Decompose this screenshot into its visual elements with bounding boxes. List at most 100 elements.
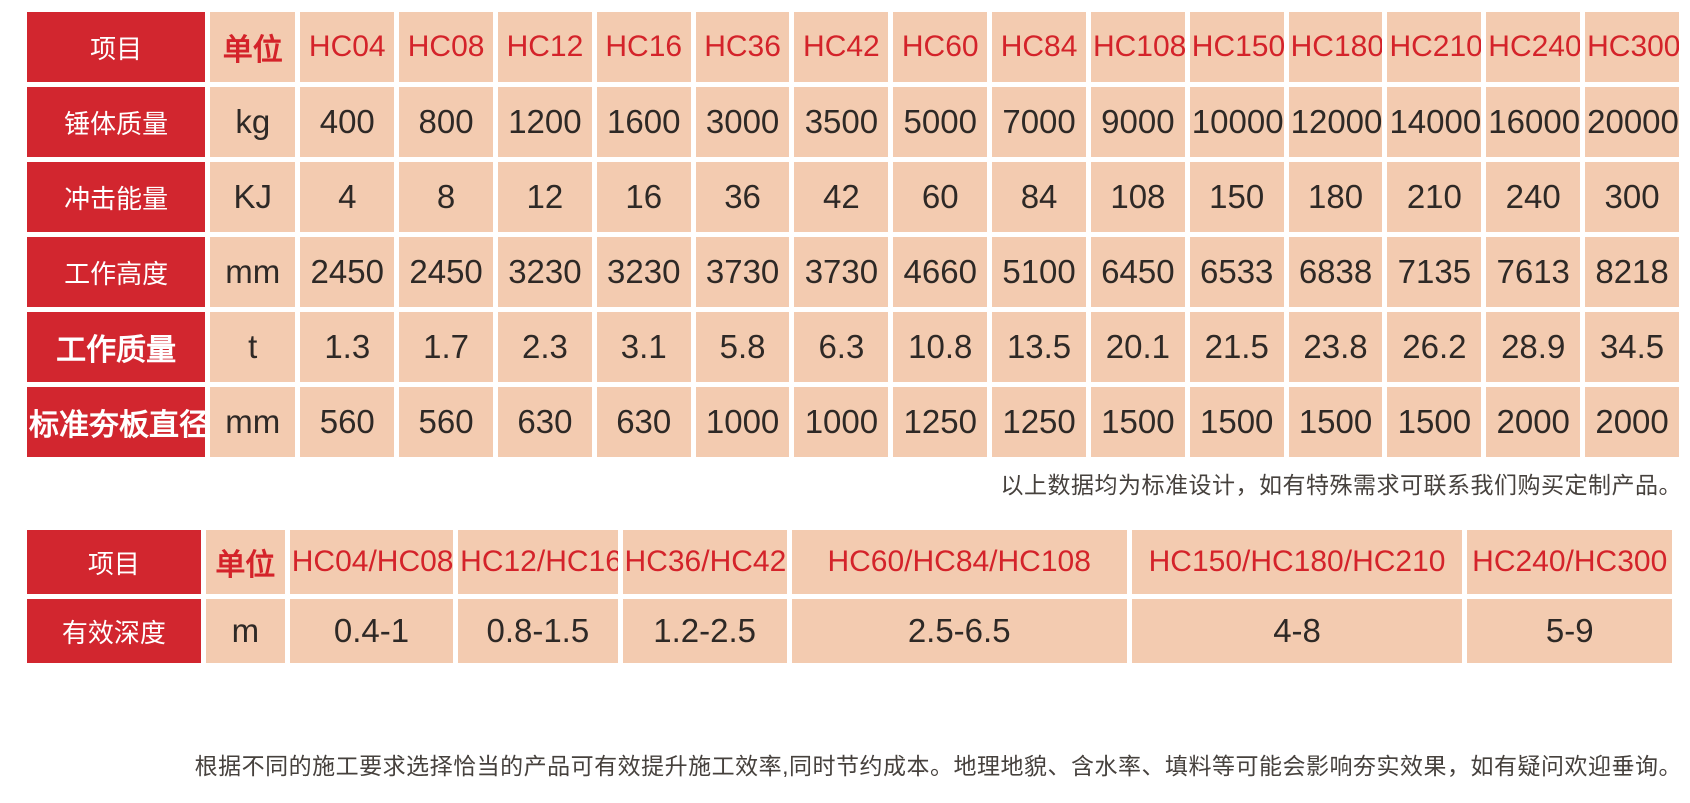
value-cell: 0.4-1 bbox=[289, 599, 454, 663]
value-cell: 180 bbox=[1288, 162, 1383, 232]
value-cell: 1500 bbox=[1090, 387, 1185, 457]
model-header-cell: HC84 bbox=[992, 12, 1086, 82]
value-cell: 2.5-6.5 bbox=[791, 599, 1127, 663]
value-cell: 42 bbox=[794, 162, 889, 232]
value-cell: 240 bbox=[1486, 162, 1581, 232]
value-cell: 10.8 bbox=[893, 312, 988, 382]
model-header-cell: HC12 bbox=[498, 12, 592, 82]
row-label-cell: 锤体质量 bbox=[27, 87, 206, 157]
row-label-cell: 冲击能量 bbox=[27, 162, 206, 232]
value-cell: 6533 bbox=[1189, 237, 1284, 307]
value-cell: 5000 bbox=[893, 87, 988, 157]
row-label-cell: 工作质量 bbox=[27, 312, 206, 382]
value-cell: 1250 bbox=[992, 387, 1086, 457]
value-cell: 7613 bbox=[1486, 237, 1581, 307]
model-header-cell: HC42 bbox=[794, 12, 889, 82]
model-header-cell: HC36 bbox=[695, 12, 790, 82]
value-cell: 1.2-2.5 bbox=[622, 599, 787, 663]
value-cell: 21.5 bbox=[1189, 312, 1284, 382]
value-cell: 20.1 bbox=[1090, 312, 1185, 382]
table-row: 标准夯板直径 mm 560 560 630 630 1000 1000 1250 1250 1500… bbox=[27, 387, 1679, 457]
value-cell: 3230 bbox=[498, 237, 592, 307]
model-header-cell: HC300 bbox=[1585, 12, 1679, 82]
value-cell: 2.3 bbox=[498, 312, 592, 382]
value-cell: 1250 bbox=[893, 387, 988, 457]
unit-cell: KJ bbox=[210, 162, 296, 232]
row-label-cell: 工作高度 bbox=[27, 237, 206, 307]
model-header-cell: HC240/HC300 bbox=[1467, 530, 1672, 594]
model-header-cell: HC16 bbox=[596, 12, 691, 82]
value-cell: 2000 bbox=[1585, 387, 1679, 457]
model-header-cell: HC150 bbox=[1189, 12, 1284, 82]
model-header-cell: HC108 bbox=[1090, 12, 1185, 82]
table-row: 锤体质量 kg 400 800 1200 1600 3000 3500 5000 7000 9000… bbox=[27, 87, 1679, 157]
value-cell: 3230 bbox=[596, 237, 691, 307]
unit-cell: t bbox=[210, 312, 296, 382]
model-header-cell: HC36/HC42 bbox=[622, 530, 787, 594]
standard-design-note: 以上数据均为标准设计，如有特殊需求可联系我们购买定制产品。 bbox=[1000, 472, 1682, 498]
value-cell: 10000 bbox=[1189, 87, 1284, 157]
value-cell: 1200 bbox=[498, 87, 592, 157]
value-cell: 4660 bbox=[893, 237, 988, 307]
value-cell: 2000 bbox=[1486, 387, 1581, 457]
value-cell: 8 bbox=[399, 162, 493, 232]
effective-depth-table: 项目 单位 HC04/HC08 HC12/HC16 HC36/HC42 HC60/HC84… bbox=[22, 525, 1677, 668]
unit-header-cell: 单位 bbox=[210, 12, 296, 82]
item-header-cell: 项目 bbox=[27, 12, 206, 82]
unit-header-cell: 单位 bbox=[205, 530, 285, 594]
value-cell: 0.8-1.5 bbox=[458, 599, 618, 663]
table-row: 冲击能量 KJ 4 8 12 16 36 42 60 84 108 150 180 210 240 300 bbox=[27, 162, 1679, 232]
table-row: 工作高度 mm 2450 2450 3230 3230 3730 3730 4660 5100 64… bbox=[27, 237, 1679, 307]
table-row: 有效深度 m 0.4-1 0.8-1.5 1.2-2.5 2.5-6.5 4-8 5-9 bbox=[27, 599, 1672, 663]
value-cell: 1.3 bbox=[300, 312, 395, 382]
model-header-cell: HC240 bbox=[1486, 12, 1581, 82]
value-cell: 630 bbox=[498, 387, 592, 457]
value-cell: 1000 bbox=[794, 387, 889, 457]
value-cell: 60 bbox=[893, 162, 988, 232]
model-header-cell: HC04 bbox=[300, 12, 395, 82]
value-cell: 12000 bbox=[1288, 87, 1383, 157]
header-row: 项目 单位 HC04/HC08 HC12/HC16 HC36/HC42 HC60/HC84… bbox=[27, 530, 1672, 594]
value-cell: 630 bbox=[596, 387, 691, 457]
value-cell: 6838 bbox=[1288, 237, 1383, 307]
value-cell: 16000 bbox=[1486, 87, 1581, 157]
item-header-cell: 项目 bbox=[27, 530, 201, 594]
unit-cell: m bbox=[205, 599, 285, 663]
model-header-cell: HC180 bbox=[1288, 12, 1383, 82]
value-cell: 1500 bbox=[1288, 387, 1383, 457]
value-cell: 13.5 bbox=[992, 312, 1086, 382]
model-header-cell: HC210 bbox=[1387, 12, 1482, 82]
value-cell: 3500 bbox=[794, 87, 889, 157]
unit-cell: mm bbox=[210, 237, 296, 307]
value-cell: 23.8 bbox=[1288, 312, 1383, 382]
value-cell: 6450 bbox=[1090, 237, 1185, 307]
value-cell: 5.8 bbox=[695, 312, 790, 382]
value-cell: 5100 bbox=[992, 237, 1086, 307]
row-label-cell: 标准夯板直径 bbox=[27, 387, 206, 457]
value-cell: 7135 bbox=[1387, 237, 1482, 307]
value-cell: 8218 bbox=[1585, 237, 1679, 307]
value-cell: 14000 bbox=[1387, 87, 1482, 157]
value-cell: 2450 bbox=[300, 237, 395, 307]
value-cell: 7000 bbox=[992, 87, 1086, 157]
value-cell: 1.7 bbox=[399, 312, 493, 382]
value-cell: 560 bbox=[300, 387, 395, 457]
value-cell: 3730 bbox=[695, 237, 790, 307]
value-cell: 1500 bbox=[1387, 387, 1482, 457]
row-label-cell: 有效深度 bbox=[27, 599, 201, 663]
header-row: 项目 单位 HC04 HC08 HC12 HC16 HC36 HC42 HC60 HC84 HC10… bbox=[27, 12, 1679, 82]
table-row: 工作质量 t 1.3 1.7 2.3 3.1 5.8 6.3 10.8 13.5 20.1 21.5 2… bbox=[27, 312, 1679, 382]
main-spec-body: 项目 单位 HC04 HC08 HC12 HC16 HC36 HC42 HC60 HC84 HC10… bbox=[27, 12, 1679, 457]
value-cell: 3.1 bbox=[596, 312, 691, 382]
value-cell: 560 bbox=[399, 387, 493, 457]
value-cell: 6.3 bbox=[794, 312, 889, 382]
value-cell: 9000 bbox=[1090, 87, 1185, 157]
value-cell: 16 bbox=[596, 162, 691, 232]
usage-advice-note: 根据不同的施工要求选择恰当的产品可有效提升施工效率,同时节约成本。地理地貌、含水… bbox=[194, 753, 1682, 779]
value-cell: 26.2 bbox=[1387, 312, 1482, 382]
value-cell: 5-9 bbox=[1467, 599, 1672, 663]
value-cell: 3730 bbox=[794, 237, 889, 307]
value-cell: 210 bbox=[1387, 162, 1482, 232]
value-cell: 2450 bbox=[399, 237, 493, 307]
unit-cell: mm bbox=[210, 387, 296, 457]
